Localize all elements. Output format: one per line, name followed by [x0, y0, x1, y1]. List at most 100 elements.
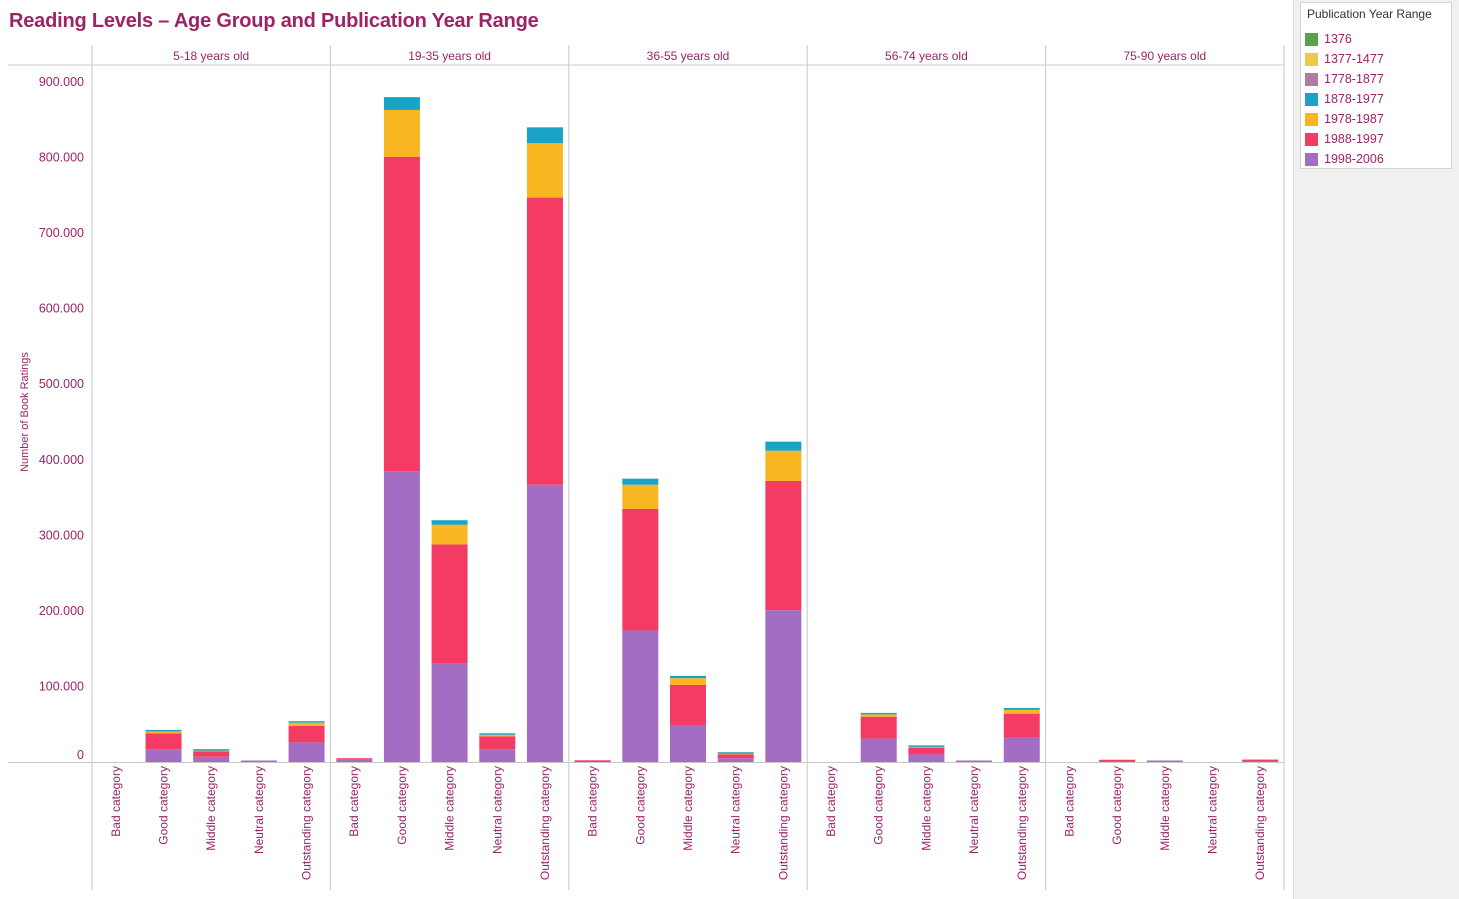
y-tick-label: 700.000 [39, 226, 84, 240]
bar-segment [526, 127, 563, 144]
y-tick-label: 400.000 [39, 453, 84, 467]
bar-segment [288, 742, 325, 762]
legend-swatch [1305, 32, 1318, 46]
bar-segment [479, 749, 516, 762]
bar-segment [670, 678, 706, 685]
x-tick-label: Outstanding category [300, 766, 314, 880]
bar-segment [431, 524, 468, 545]
x-tick-label: Bad category [824, 766, 838, 837]
panel-header: 19-35 years old [408, 49, 491, 63]
legend-swatch [1305, 152, 1318, 166]
x-tick-label: Bad category [109, 766, 123, 837]
legend-title: Publication Year Range [1307, 7, 1432, 21]
bar-segment [860, 738, 897, 762]
bar-segment [479, 733, 516, 735]
legend-label: 1778-1877 [1324, 72, 1384, 86]
y-tick-label: 200.000 [39, 604, 84, 618]
legend-swatch [1305, 72, 1318, 86]
bar-segment [670, 684, 706, 725]
legend-item[interactable]: 1878-1977 [1305, 89, 1384, 109]
x-tick-label: Outstanding category [776, 766, 790, 880]
legend-item[interactable]: 1377-1477 [1305, 49, 1384, 69]
legend-swatch [1305, 52, 1318, 66]
y-axis-label: Number of Book Ratings [19, 352, 31, 472]
bar-segment [336, 758, 373, 760]
legend-swatch [1305, 132, 1318, 146]
bar-segment [145, 731, 182, 734]
legend-label: 1988-1997 [1324, 132, 1384, 146]
bar-segment [717, 758, 754, 762]
y-tick-label: 500.000 [39, 377, 84, 391]
bar-segment [622, 630, 659, 762]
panel-header: 36-55 years old [647, 49, 730, 63]
legend-item[interactable]: 1988-1997 [1305, 129, 1384, 149]
bar-segment [383, 97, 420, 110]
x-tick-label: Bad category [1062, 766, 1076, 837]
bar-segment [383, 471, 420, 762]
x-tick-label: Good category [157, 766, 171, 845]
bar-segment [860, 712, 897, 715]
bar-segment [145, 733, 182, 750]
bar-segment [145, 749, 182, 762]
legend-label: 1978-1987 [1324, 112, 1384, 126]
bar-segment [383, 156, 420, 472]
bar-segment [574, 760, 611, 762]
bar-segment [956, 760, 993, 762]
bar-segment [860, 716, 897, 739]
x-tick-label: Outstanding category [1015, 766, 1029, 880]
bar-segment [479, 734, 516, 737]
bar-segment [526, 484, 563, 762]
bar-segment [717, 752, 754, 755]
legend-label: 1376 [1324, 32, 1352, 46]
bar-segment [1003, 737, 1040, 762]
legend-label: 1377-1477 [1324, 52, 1384, 66]
bar-segment [193, 749, 230, 752]
panel-header: 75-90 years old [1123, 49, 1206, 63]
bar-segment [431, 663, 468, 762]
bar-segment [765, 480, 802, 611]
x-tick-label: Neutral category [729, 766, 743, 854]
legend-label: 1998-2006 [1324, 152, 1384, 166]
bar-segment [479, 736, 516, 750]
bar-segment [908, 747, 945, 755]
x-tick-label: Bad category [586, 766, 600, 837]
bar-segment [908, 745, 945, 747]
bar-segment [526, 197, 563, 485]
legend-item[interactable]: 1998-2006 [1305, 149, 1384, 169]
bar-segment [1099, 760, 1136, 762]
x-tick-label: Good category [872, 766, 886, 845]
legend-item[interactable]: 1978-1987 [1305, 109, 1384, 129]
legend-item[interactable]: 1376 [1305, 29, 1352, 49]
bar-segment [1003, 713, 1040, 738]
bar-segment [765, 610, 802, 762]
bar-segment [431, 544, 468, 664]
bar-segment [622, 508, 659, 631]
y-tick-label: 0 [77, 748, 84, 762]
bar-segment [1003, 709, 1040, 714]
bar-segment [908, 746, 945, 748]
x-tick-label: Good category [1110, 766, 1124, 845]
bar-segment [860, 714, 897, 717]
x-tick-label: Neutral category [967, 766, 981, 854]
bar-segment [622, 478, 659, 485]
bar-segment [288, 721, 325, 723]
x-tick-label: Middle category [1158, 766, 1172, 851]
x-tick-label: Middle category [919, 766, 933, 851]
x-tick-label: Middle category [681, 766, 695, 851]
bar-segment [670, 724, 706, 762]
bar-segment [193, 751, 230, 757]
bar-segment [765, 441, 802, 451]
x-tick-label: Good category [633, 766, 647, 845]
x-tick-label: Good category [395, 766, 409, 845]
y-tick-label: 900.000 [39, 75, 84, 89]
bar-segment [1146, 760, 1183, 762]
legend-item[interactable]: 1778-1877 [1305, 69, 1384, 89]
x-tick-label: Middle category [443, 766, 457, 851]
y-tick-label: 800.000 [39, 151, 84, 165]
bar-segment [193, 756, 230, 762]
bar-segment [717, 754, 754, 759]
bar-segment [526, 143, 563, 198]
bar-segment [1003, 707, 1040, 710]
x-tick-label: Neutral category [490, 766, 504, 854]
bar-segment [670, 675, 706, 679]
